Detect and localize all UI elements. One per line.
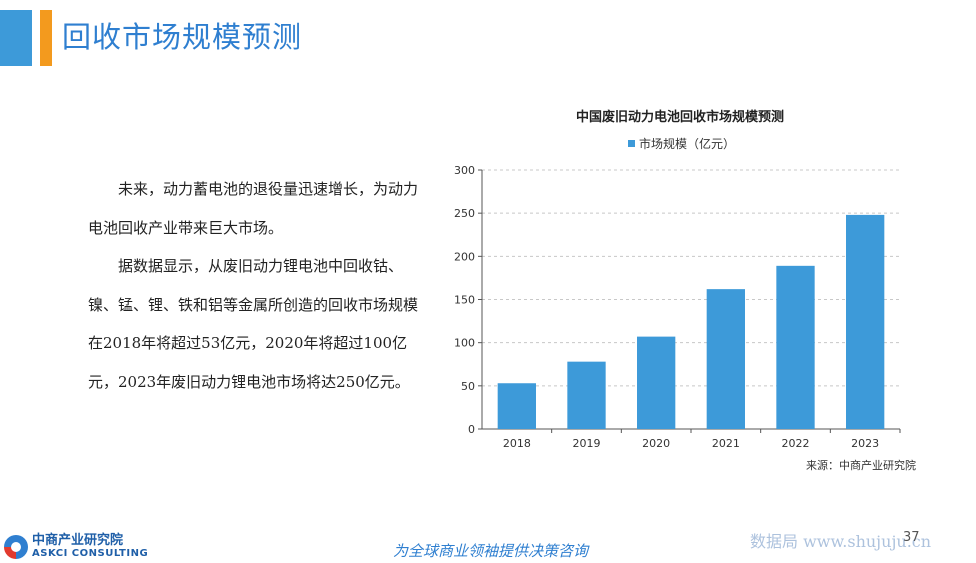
y-tick-label: 100 (454, 337, 475, 350)
chart-title: 中国废旧动力电池回收市场规模预测 (575, 110, 784, 125)
footer-slogan: 为全球商业领袖提供决策咨询 (393, 542, 589, 560)
header-accent-orange (40, 10, 52, 66)
logo-name-cn: 中商产业研究院 (32, 533, 124, 548)
logo-mark-icon (4, 535, 28, 559)
bar (567, 361, 606, 429)
y-tick-label: 250 (454, 207, 475, 220)
chart-source: 来源：中商产业研究院 (806, 459, 916, 472)
x-tick-label: 2021 (712, 437, 740, 450)
legend-label: 市场规模（亿元） (639, 137, 736, 151)
bar (776, 265, 815, 429)
header-accent-blue (0, 10, 32, 66)
bar (706, 289, 745, 429)
company-logo: 中商产业研究院 ASKCI CONSULTING (4, 534, 148, 560)
y-tick-label: 0 (468, 423, 475, 436)
paragraph-2: 据数据显示，从废旧动力锂电池中回收钴、镍、锰、锂、铁和铝等金属所创造的回收市场规… (88, 257, 419, 391)
y-tick-label: 200 (454, 250, 475, 263)
x-tick-label: 2023 (851, 437, 879, 450)
bar-chart: 0 50 100 150 200 250 300 2018 2019 2020 2021 2022 20… (454, 164, 901, 450)
logo-name-en: ASKCI CONSULTING (32, 548, 149, 559)
chart-legend: 市场规模（亿元） (628, 135, 735, 152)
page-title: 回收市场规模预测 (62, 20, 303, 54)
legend-swatch (628, 140, 635, 147)
body-text: 未来，动力蓄电池的退役量迅速增长，为动力电池回收产业带来巨大市场。 据数据显示，… (88, 170, 428, 401)
x-tick-label: 2020 (642, 437, 670, 450)
watermark: 数据局 www.shujuju.cn (750, 532, 932, 551)
bar (846, 214, 885, 429)
page-number: 37 (903, 530, 920, 545)
bar (497, 383, 536, 429)
x-tick-label: 2018 (503, 437, 531, 450)
bar (637, 336, 676, 429)
y-tick-label: 300 (454, 164, 475, 177)
y-tick-label: 50 (461, 380, 475, 393)
x-tick-label: 2022 (782, 437, 810, 450)
paragraph-1: 未来，动力蓄电池的退役量迅速增长，为动力电池回收产业带来巨大市场。 (88, 180, 419, 237)
y-tick-label: 150 (454, 294, 475, 307)
x-tick-label: 2019 (573, 437, 601, 450)
